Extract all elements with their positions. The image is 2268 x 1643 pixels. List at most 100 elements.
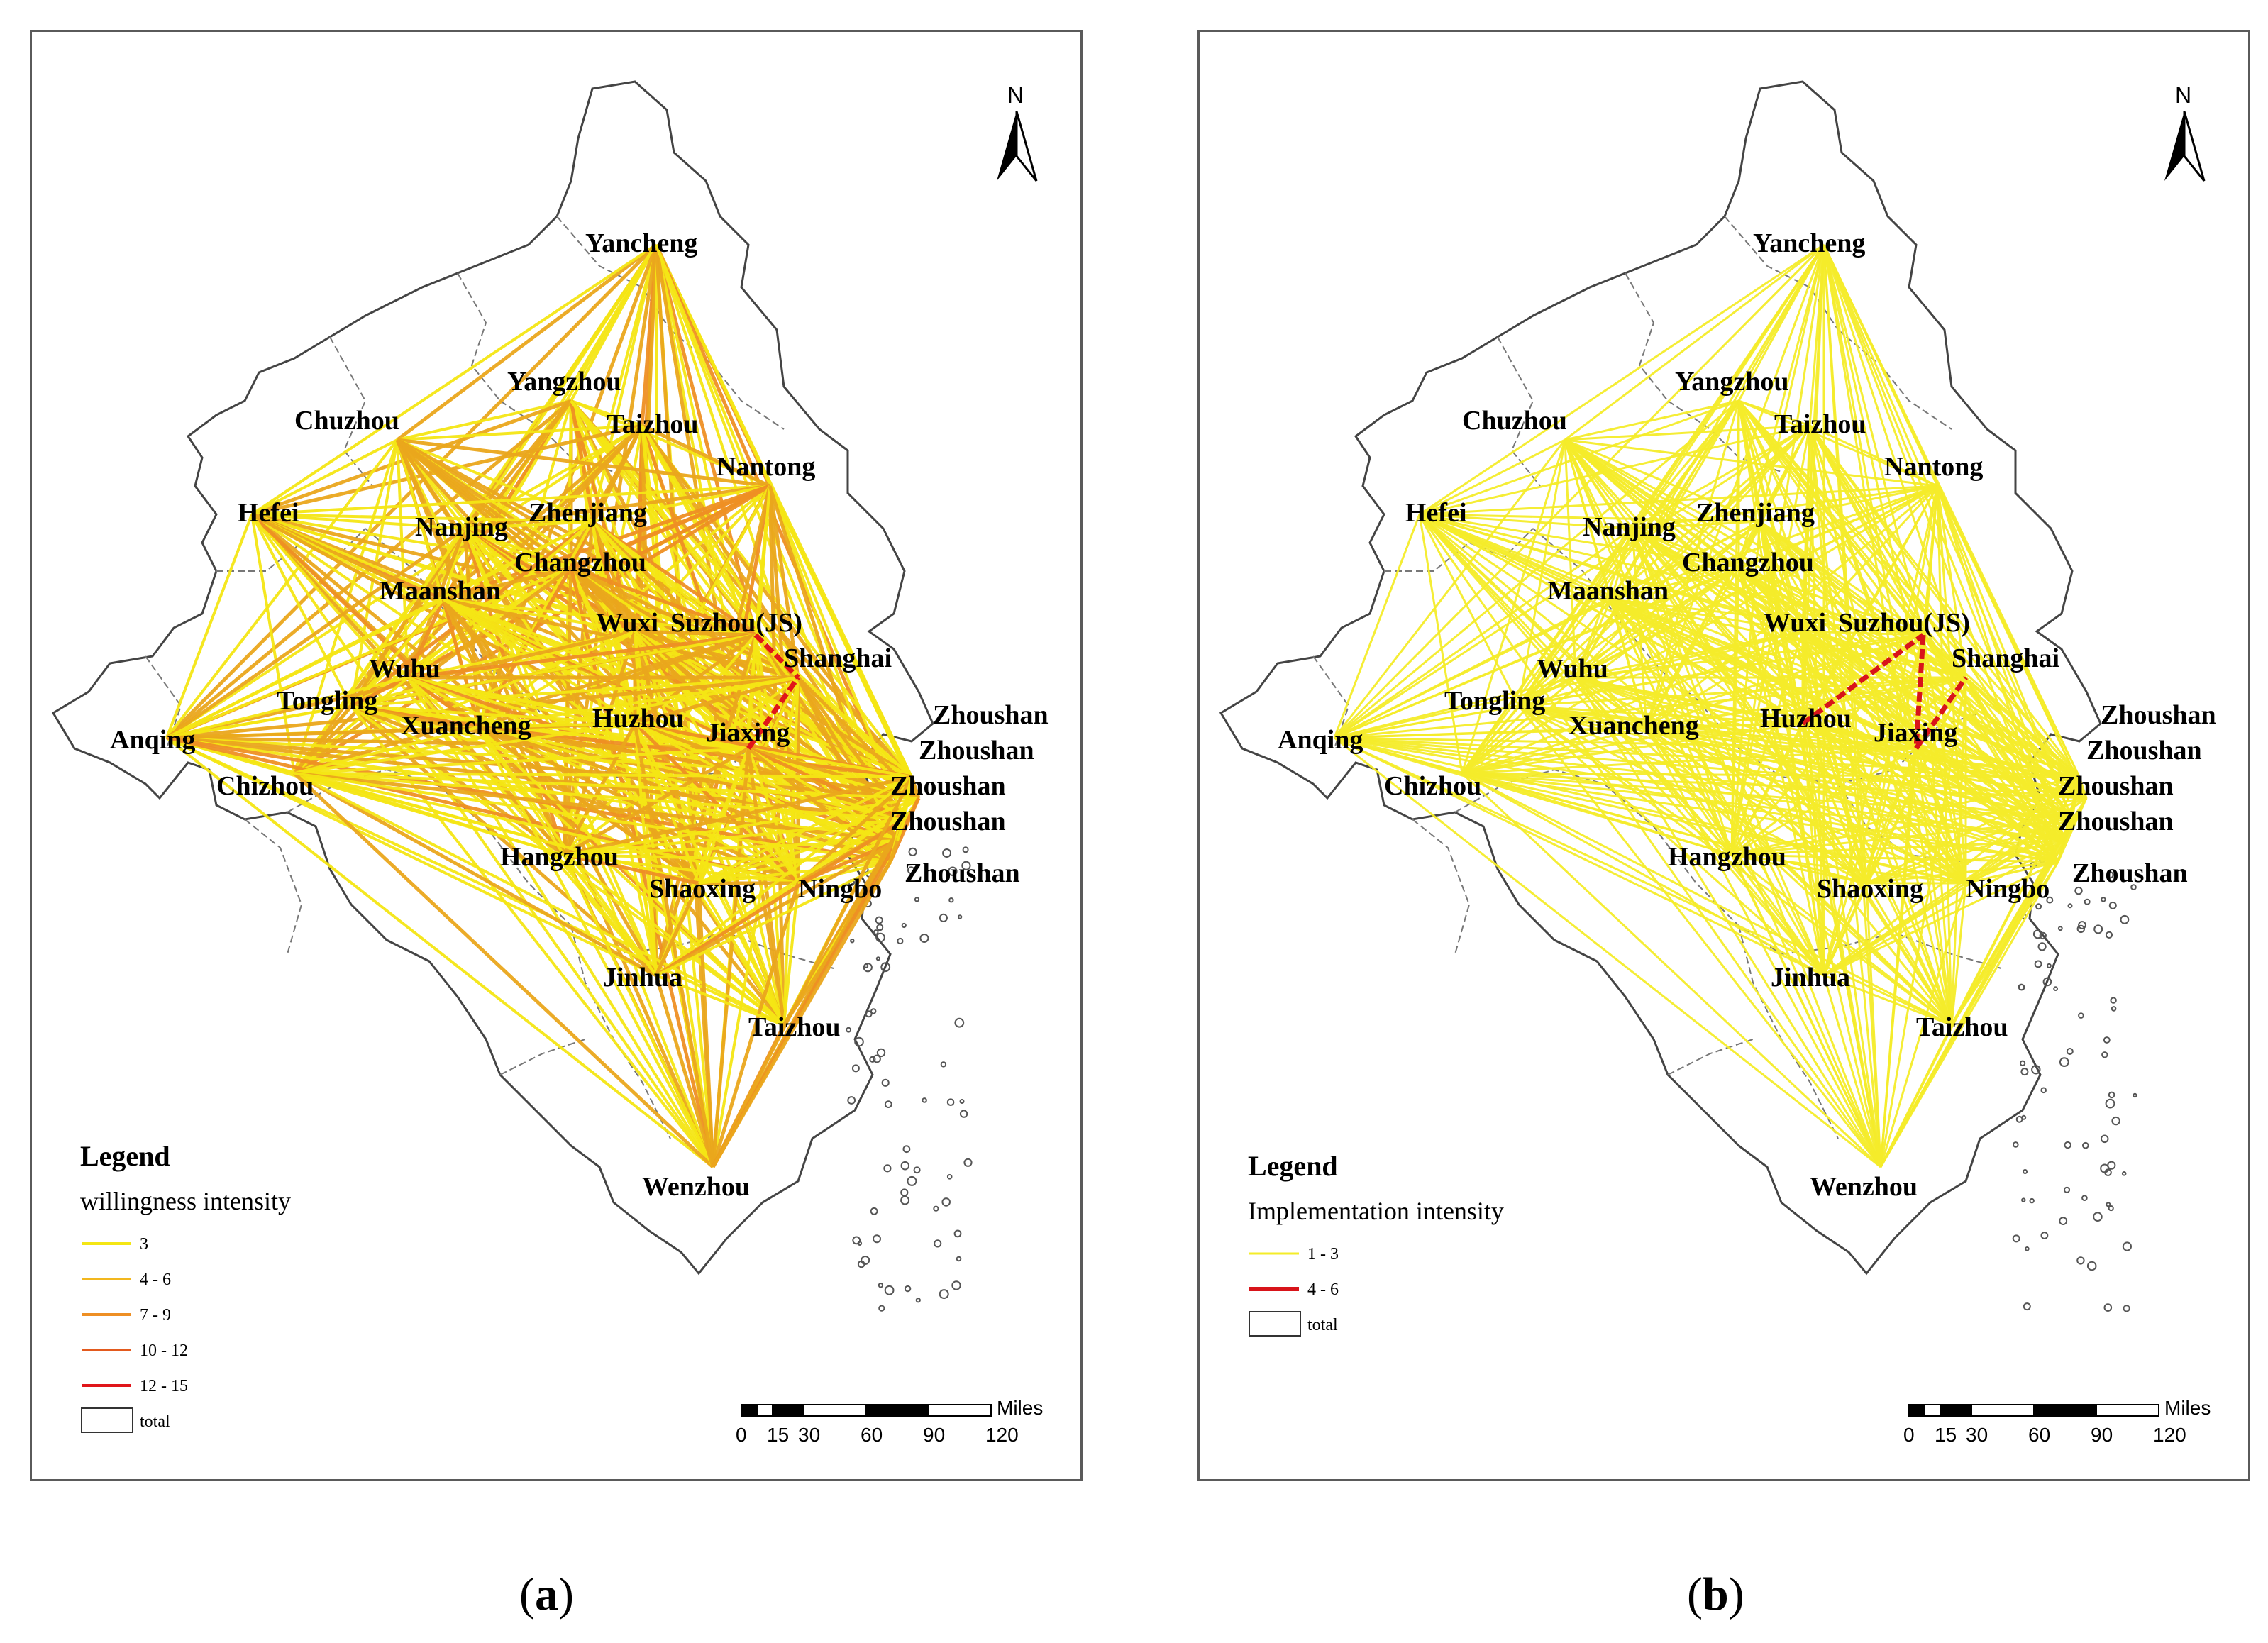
city-link xyxy=(1809,424,1938,487)
island xyxy=(939,1289,949,1300)
city-link xyxy=(1731,853,1952,1027)
island xyxy=(951,1280,961,1290)
city-label: Yancheng xyxy=(585,228,697,258)
city-link xyxy=(1334,736,1881,1168)
caption-a: (a) xyxy=(519,1569,574,1620)
legend-title: Legend xyxy=(80,1140,170,1172)
island xyxy=(2066,1048,2074,1055)
island xyxy=(876,924,884,931)
city-label: Hangzhou xyxy=(500,842,619,872)
scale-unit: Miles xyxy=(2164,1397,2211,1419)
island xyxy=(2123,1305,2130,1312)
city-link xyxy=(1738,566,2080,778)
scale-unit: Miles xyxy=(997,1397,1043,1419)
strong-city-link xyxy=(1800,633,1925,726)
city-link xyxy=(1823,775,2080,977)
city-link xyxy=(166,598,444,739)
city-label: Jinhua xyxy=(1771,963,1850,992)
island xyxy=(2093,1212,2103,1222)
island xyxy=(2121,1171,2127,1176)
island xyxy=(2093,924,2103,934)
city-link xyxy=(1759,520,1966,679)
scale-segment xyxy=(1971,1404,2035,1417)
city-link xyxy=(251,485,770,516)
city-label: Wuxi xyxy=(596,608,658,638)
city-link xyxy=(634,631,785,1026)
city-label: Nanjing xyxy=(1583,512,1676,542)
island xyxy=(2120,914,2130,924)
city-link xyxy=(477,244,658,728)
city-link xyxy=(1631,528,1733,856)
city-label: Taizhou xyxy=(748,1012,841,1042)
island xyxy=(852,1236,861,1245)
island xyxy=(2059,1057,2069,1067)
island xyxy=(907,866,915,875)
city-link xyxy=(1461,772,2080,778)
city-label: Chizhou xyxy=(1384,771,1481,801)
city-link xyxy=(562,722,637,856)
city-link xyxy=(1461,747,1917,775)
city-link xyxy=(1731,853,1867,885)
city-link xyxy=(1801,723,1953,1026)
city-label: Tongling xyxy=(277,686,377,716)
legend: Legend Implementation intensity 1 - 3 4 - 6… xyxy=(1248,1150,1504,1337)
city-link xyxy=(294,772,912,778)
island xyxy=(2039,931,2047,940)
city-labels: Yancheng Yangzhou Taizhou Chuzhou Nantong Hef… xyxy=(110,228,1049,1202)
north-arrow-right-icon xyxy=(2183,111,2206,182)
city-link xyxy=(1922,634,1953,1026)
city-link xyxy=(1915,748,1953,1026)
city-link xyxy=(1731,853,1966,885)
city-link xyxy=(570,565,913,779)
city-link xyxy=(397,399,572,441)
city-label: Suzhou(JS) xyxy=(1838,608,1970,638)
island xyxy=(904,1285,912,1293)
city-link xyxy=(1610,566,1739,601)
island xyxy=(957,914,963,919)
city-link xyxy=(1915,747,2080,778)
city-label: Shaoxing xyxy=(649,874,756,904)
island xyxy=(2101,897,2106,902)
city-link xyxy=(1738,399,1938,487)
north-arrow-right-icon xyxy=(1015,111,1038,182)
city-link xyxy=(1575,634,1924,679)
map-panel-b: Yancheng Yangzhou Taizhou Chuzhou Nantong Hef… xyxy=(1197,30,2250,1481)
city-link xyxy=(1822,975,1882,1168)
city-link xyxy=(1333,439,1566,738)
district-boundary xyxy=(329,336,373,487)
island xyxy=(883,1164,892,1173)
strong-city-link xyxy=(1914,675,1968,751)
city-link xyxy=(748,746,919,800)
island xyxy=(948,866,958,876)
city-link xyxy=(711,861,892,1168)
island xyxy=(2106,871,2114,879)
city-link xyxy=(1610,598,1924,636)
city-link xyxy=(250,514,353,707)
city-label: Chizhou xyxy=(216,771,314,801)
city-link xyxy=(1802,676,1966,725)
island xyxy=(956,1256,962,1262)
island xyxy=(2100,1134,2109,1144)
city-link xyxy=(1461,676,1576,775)
city-link xyxy=(1334,598,1612,739)
city-link xyxy=(1645,726,1882,1168)
city-link xyxy=(1575,676,1966,885)
city-link xyxy=(1646,726,2087,800)
city-link xyxy=(1964,676,2088,800)
city-link xyxy=(1419,513,1761,523)
city-label: Maanshan xyxy=(380,576,501,606)
island xyxy=(939,913,948,923)
island xyxy=(2053,986,2058,991)
strong-city-link xyxy=(746,675,800,751)
city-link xyxy=(634,675,799,726)
city-link xyxy=(1950,677,1967,1026)
city-link xyxy=(441,599,481,728)
city-link xyxy=(1965,861,2059,885)
island xyxy=(2110,997,2117,1004)
city-link xyxy=(397,438,593,523)
island xyxy=(2057,926,2063,931)
city-link xyxy=(1645,244,1825,728)
city-link xyxy=(165,438,399,739)
city-link xyxy=(1936,485,2088,799)
district-boundary xyxy=(216,528,366,572)
